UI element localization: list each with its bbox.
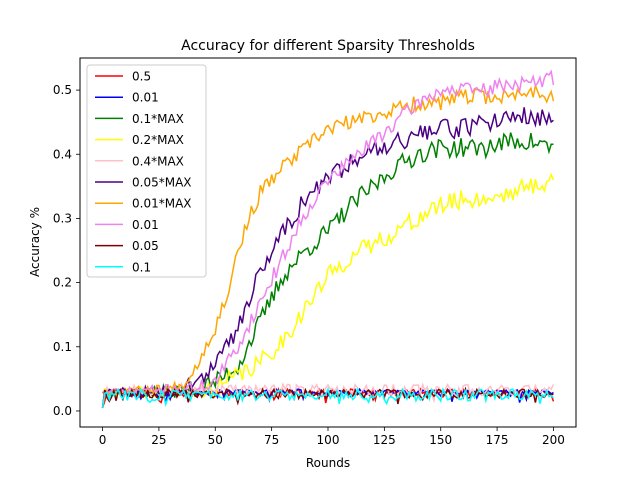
series-line-3 [102,132,554,399]
x-tick-label: 100 [317,433,340,447]
x-tick-label: 50 [208,433,223,447]
legend-label-1: 0.5 [132,70,151,84]
x-tick-label: 25 [151,433,166,447]
series-line-8 [102,69,555,396]
legend: 0.5 0.01 0.1*MAX 0.2*MAX 0.4*MAX 0.05*MAX 0.01… [86,64,207,278]
x-tick-label: 125 [373,433,396,447]
legend-label-4: 0.2*MAX [132,133,184,147]
y-axis: 0.0 0.1 0.2 0.3 0.4 0.5 [53,83,80,418]
x-axis: 0 25 50 75 100 125 150 175 200 [99,427,565,447]
y-tick-label: 0.3 [53,211,72,225]
y-tick-label: 0.5 [53,83,72,97]
x-tick-label: 175 [486,433,509,447]
x-tick-label: 0 [99,433,107,447]
y-tick-label: 0.2 [53,276,72,290]
y-tick-label: 0.1 [53,340,72,354]
legend-label-7: 0.01*MAX [132,197,192,211]
x-tick-label: 150 [429,433,452,447]
y-axis-label: Accuracy % [28,207,42,277]
x-axis-label: Rounds [306,456,350,470]
x-tick-label: 75 [264,433,279,447]
legend-label-6: 0.05*MAX [132,176,192,190]
legend-label-10: 0.1 [132,260,151,274]
series-line-10 [101,386,554,408]
legend-label-9: 0.05 [132,239,159,253]
y-tick-label: 0.0 [53,404,72,418]
legend-label-5: 0.4*MAX [132,154,184,168]
chart-title: Accuracy for different Sparsity Threshol… [181,38,475,54]
legend-label-3: 0.1*MAX [132,112,184,126]
legend-label-2: 0.01 [132,91,159,105]
x-tick-label: 200 [542,433,565,447]
legend-label-8: 0.01 [132,218,159,232]
y-tick-label: 0.4 [53,147,72,161]
